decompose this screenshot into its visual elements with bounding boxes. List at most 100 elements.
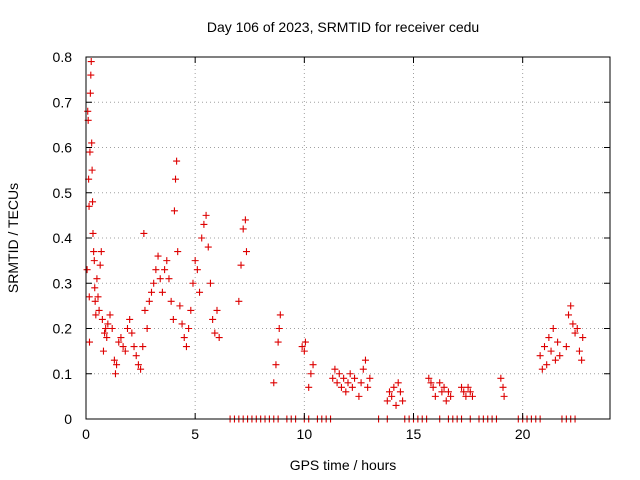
data-point: [305, 383, 313, 391]
data-point: [93, 275, 101, 283]
data-point: [180, 334, 188, 342]
data-point: [90, 257, 98, 265]
data-point: [130, 343, 138, 351]
data-point: [185, 325, 193, 332]
y-tick-label: 0.1: [53, 366, 73, 382]
chart-title: Day 106 of 2023, SRMTID for receiver ced…: [207, 19, 479, 35]
y-tick-label: 0.5: [53, 185, 73, 201]
data-point: [578, 356, 586, 364]
data-point: [95, 306, 103, 314]
data-point: [342, 388, 350, 396]
data-point: [145, 297, 153, 305]
data-point: [172, 175, 180, 183]
data-point: [497, 374, 505, 382]
x-tick-label: 0: [82, 426, 90, 442]
data-point: [113, 361, 121, 369]
data-point: [579, 334, 587, 342]
data-point: [163, 257, 171, 265]
data-point: [344, 379, 352, 387]
data-point: [83, 266, 91, 274]
data-point: [458, 383, 466, 391]
data-point: [440, 383, 448, 391]
data-point: [134, 361, 142, 369]
data-point: [499, 383, 507, 391]
data-point: [460, 388, 468, 396]
data-point: [442, 397, 450, 405]
y-axis-label: SRMTID / TECUs: [5, 183, 21, 293]
data-point: [104, 320, 112, 328]
data-point: [88, 139, 96, 147]
data-point: [106, 311, 114, 319]
data-point: [169, 315, 177, 323]
y-tick-label: 0.2: [53, 321, 73, 337]
data-point: [90, 248, 98, 256]
data-point: [86, 148, 94, 156]
data-point: [429, 383, 437, 391]
data-point: [182, 343, 190, 351]
data-point: [444, 388, 452, 396]
data-point: [346, 370, 354, 378]
data-point: [551, 356, 559, 364]
data-point: [206, 279, 214, 287]
data-point: [298, 343, 306, 351]
data-point: [173, 157, 181, 165]
data-point: [307, 370, 315, 378]
data-point: [556, 352, 564, 360]
data-point: [569, 320, 577, 328]
y-tick-label: 0: [64, 411, 72, 427]
data-point: [361, 356, 369, 364]
data-point: [198, 234, 206, 242]
data-point: [385, 388, 393, 396]
data-point: [331, 365, 339, 373]
data-point: [86, 89, 94, 97]
data-point: [170, 207, 178, 215]
data-point: [202, 211, 210, 219]
data-point: [85, 293, 93, 301]
y-tick-label: 0.8: [53, 49, 73, 65]
data-point: [137, 365, 145, 373]
data-point: [275, 325, 283, 332]
data-point: [117, 334, 125, 342]
data-point: [366, 374, 374, 382]
data-point: [88, 166, 96, 174]
data-point: [165, 275, 173, 283]
grid: [86, 57, 610, 419]
data-point: [562, 343, 570, 351]
data-point: [152, 266, 160, 274]
data-point: [213, 306, 221, 314]
data-point: [575, 347, 583, 355]
x-axis-label: GPS time / hours: [290, 457, 397, 473]
data-point: [270, 379, 278, 387]
data-point: [436, 379, 444, 387]
data-point: [237, 261, 245, 269]
data-point: [143, 325, 151, 332]
data-point: [91, 297, 99, 305]
data-point: [466, 388, 474, 396]
data-point: [126, 315, 134, 323]
data-point: [567, 302, 575, 310]
data-point: [464, 383, 472, 391]
x-tick-label: 20: [515, 426, 531, 442]
data-point: [431, 392, 439, 400]
data-point: [272, 361, 280, 369]
data-point: [388, 392, 396, 400]
data-point: [355, 392, 363, 400]
data-point: [276, 311, 284, 319]
data-point: [196, 288, 204, 296]
data-point: [115, 338, 123, 346]
y-tick-label: 0.7: [53, 94, 73, 110]
data-point: [571, 329, 579, 337]
data-point: [427, 379, 435, 387]
data-point: [565, 311, 573, 319]
data-point: [425, 374, 433, 382]
data-point: [538, 365, 546, 373]
data-point: [176, 302, 184, 310]
data-point: [383, 397, 391, 405]
data-point: [108, 325, 116, 332]
data-point: [154, 252, 162, 260]
data-point: [329, 374, 337, 382]
data-point: [357, 379, 365, 387]
data-point: [89, 229, 97, 237]
y-tick-label: 0.3: [53, 275, 73, 291]
